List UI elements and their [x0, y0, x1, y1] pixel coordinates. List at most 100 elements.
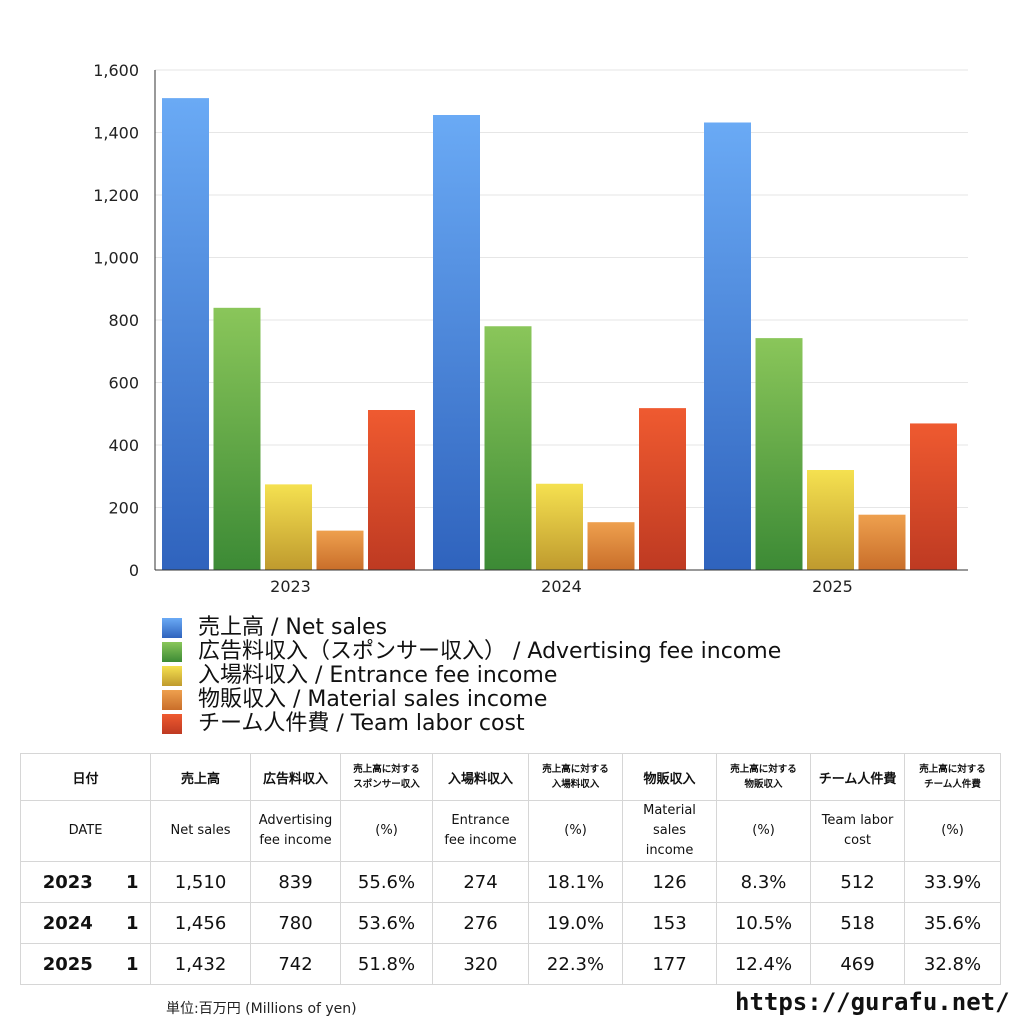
cell-labor: 512 [810, 861, 906, 903]
cell-material-ratio: 8.3% [716, 861, 812, 903]
x-tick-label: 2025 [812, 577, 853, 596]
cell-entrance-ratio: 18.1% [528, 861, 624, 903]
row-unit: 1 [114, 861, 152, 903]
table-row-2024: 2024 1 1,456 780 53.6% 276 19.0% 153 10.… [20, 902, 1002, 944]
legend-item-net-sales: 売上高 / Net sales [162, 616, 781, 640]
bar-2024-series-2 [536, 483, 583, 570]
x-axis-ticks: 2023 2024 2025 [270, 577, 853, 596]
y-axis-ticks: 0 200 400 600 800 1,000 1,200 1,400 1,600 [93, 61, 139, 580]
header-entrance-en: Entrance fee income [432, 800, 530, 862]
unit-footnote: 単位:百万円 (Millions of yen) [166, 1001, 357, 1017]
legend-item-material: 物販収入 / Material sales income [162, 688, 781, 712]
bar-2023-series-2 [265, 484, 312, 570]
cell-entrance-ratio: 22.3% [528, 943, 624, 985]
header-material-ja: 物販収入 [622, 753, 718, 801]
cell-advertising: 742 [250, 943, 342, 985]
bar-2023-series-4 [368, 410, 415, 570]
legend-label: 物販収入 / Material sales income [198, 687, 548, 712]
row-year: 2025 [20, 943, 115, 985]
cell-material-ratio: 10.5% [716, 902, 812, 944]
y-tick-label: 0 [129, 561, 139, 580]
bar-2023-series-1 [213, 307, 261, 570]
row-unit: 1 [114, 943, 152, 985]
header-date-ja: 日付 [19, 753, 152, 801]
header-advertising-ja: 広告料収入 [250, 753, 342, 801]
bar-2025-series-1 [755, 338, 803, 570]
legend-label: 売上高 / Net sales [198, 615, 388, 640]
header-material-ratio-en: (%) [716, 800, 812, 862]
legend-swatch [162, 690, 182, 710]
cell-material: 126 [622, 861, 718, 903]
cell-advertising: 780 [250, 902, 342, 944]
cell-material-ratio: 12.4% [716, 943, 812, 985]
cell-entrance: 276 [432, 902, 530, 944]
legend-item-entrance: 入場料収入 / Entrance fee income [162, 664, 781, 688]
bar-2025-series-0 [704, 122, 751, 570]
cell-entrance: 274 [432, 861, 530, 903]
header-row-en: DATE Net sales Advertising fee income (%)… [19, 800, 1002, 862]
legend-label: チーム人件費 / Team labor cost [198, 711, 525, 736]
cell-labor-ratio: 33.9% [904, 861, 1002, 903]
bar-2024-series-0 [433, 115, 480, 570]
header-advertising-en: Advertising fee income [250, 800, 342, 862]
header-row-ja: 日付 売上高 広告料収入 売上高に対する スポンサー収入 入場料収入 売上高に対す… [19, 753, 1002, 801]
legend: 売上高 / Net sales 広告料収入（スポンサー収入） / Adverti… [162, 616, 781, 736]
bar-2024-series-3 [587, 522, 635, 570]
header-labor-ja: チーム人件費 [810, 753, 906, 801]
legend-label: 広告料収入（スポンサー収入） / Advertising fee income [198, 639, 782, 664]
row-year: 2024 [20, 902, 115, 944]
header-labor-ratio-ja: 売上高に対する チーム人件費 [904, 753, 1002, 801]
cell-material: 177 [622, 943, 718, 985]
cell-net-sales: 1,432 [150, 943, 252, 985]
y-tick-label: 1,600 [93, 61, 139, 80]
cell-labor-ratio: 32.8% [904, 943, 1002, 985]
legend-item-labor: チーム人件費 / Team labor cost [162, 712, 781, 736]
row-year: 2023 [20, 861, 115, 903]
cell-net-sales: 1,456 [150, 902, 252, 944]
bars [162, 98, 957, 570]
cell-labor: 469 [810, 943, 906, 985]
cell-material: 153 [622, 902, 718, 944]
grid-lines [155, 69, 968, 508]
legend-swatch [162, 618, 182, 638]
x-tick-label: 2024 [541, 577, 582, 596]
header-material-ratio-ja: 売上高に対する 物販収入 [716, 753, 812, 801]
cell-labor-ratio: 35.6% [904, 902, 1002, 944]
axes [154, 70, 968, 571]
y-tick-label: 800 [108, 311, 139, 330]
bar-2025-series-3 [858, 514, 906, 570]
bar-2025-series-4 [910, 423, 957, 570]
cell-net-sales: 1,510 [150, 861, 252, 903]
cell-labor: 518 [810, 902, 906, 944]
header-entrance-ja: 入場料収入 [432, 753, 530, 801]
legend-label: 入場料収入 / Entrance fee income [198, 663, 558, 688]
header-advertising-ratio-ja: 売上高に対する スポンサー収入 [340, 753, 434, 801]
bar-2025-series-2 [807, 470, 854, 570]
cell-entrance: 320 [432, 943, 530, 985]
y-tick-label: 200 [108, 499, 139, 518]
header-labor-en: Team labor cost [810, 800, 906, 862]
table-row-2025: 2025 1 1,432 742 51.8% 320 22.3% 177 12.… [20, 943, 1002, 985]
header-advertising-ratio-en: (%) [340, 800, 434, 862]
site-url[interactable]: https://gurafu.net/ [735, 988, 1010, 1016]
legend-swatch [162, 642, 182, 662]
cell-advertising-ratio: 53.6% [340, 902, 434, 944]
header-entrance-ratio-en: (%) [528, 800, 624, 862]
cell-entrance-ratio: 19.0% [528, 902, 624, 944]
legend-item-advertising: 広告料収入（スポンサー収入） / Advertising fee income [162, 640, 781, 664]
header-date-en: DATE [19, 800, 152, 862]
bar-2024-series-4 [639, 408, 686, 570]
bar-2023-series-0 [162, 98, 209, 570]
y-tick-label: 1,000 [93, 249, 139, 268]
header-material-en: Material sales income [622, 800, 718, 862]
bar-2024-series-1 [484, 326, 532, 570]
cell-advertising: 839 [250, 861, 342, 903]
cell-advertising-ratio: 51.8% [340, 943, 434, 985]
header-net-sales-ja: 売上高 [150, 753, 252, 801]
y-tick-label: 1,400 [93, 124, 139, 143]
row-unit: 1 [114, 902, 152, 944]
data-table: 日付 売上高 広告料収入 売上高に対する スポンサー収入 入場料収入 売上高に対す… [19, 753, 1002, 985]
y-tick-label: 400 [108, 436, 139, 455]
x-tick-label: 2023 [270, 577, 311, 596]
